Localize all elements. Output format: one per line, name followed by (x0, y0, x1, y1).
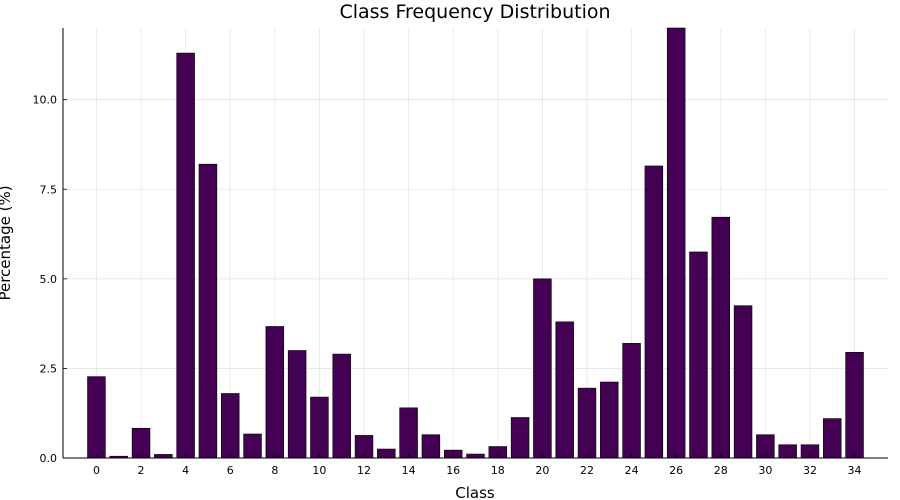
bar-class-9 (287, 350, 307, 459)
bar-class-29 (733, 305, 753, 459)
x-tick-label: 20 (535, 464, 549, 477)
bar-class-7 (243, 433, 262, 459)
bar-class-4 (176, 52, 195, 459)
y-axis-title: Percentage (%) (0, 185, 14, 300)
chart-title: Class Frequency Distribution (339, 1, 610, 23)
bar-class-14 (399, 407, 418, 459)
bar-class-31 (778, 444, 797, 459)
x-tick-label: 18 (491, 464, 505, 477)
ticks: 0 2 4 6 8 10 12 14 16 18 20 22 24 26 28 30 32 340.02.55.0… (33, 94, 862, 477)
bar-class-2 (131, 427, 151, 459)
x-tick-label: 8 (271, 464, 278, 477)
x-tick-label: 14 (402, 464, 416, 477)
y-tick-label: 2.5 (40, 362, 58, 375)
y-tick-label: 7.5 (40, 183, 58, 196)
x-tick-label: 16 (446, 464, 460, 477)
bar-class-28 (711, 216, 730, 459)
bar-class-21 (555, 321, 574, 459)
x-tick-label: 24 (625, 464, 639, 477)
x-tick-label: 0 (93, 464, 100, 477)
bar-class-33 (823, 418, 842, 459)
bar-class-19 (510, 417, 530, 459)
x-tick-label: 6 (227, 464, 234, 477)
bar-class-23 (600, 381, 619, 459)
y-tick-label: 10.0 (33, 94, 58, 107)
bar-class-13 (377, 448, 396, 459)
bars (87, 27, 864, 459)
bar-class-26 (666, 27, 686, 459)
x-tick-label: 22 (580, 464, 594, 477)
bar-class-20 (533, 278, 552, 459)
bar-class-27 (689, 251, 708, 459)
x-tick-label: 4 (182, 464, 189, 477)
x-tick-label: 26 (669, 464, 683, 477)
y-tick-label: 0.0 (40, 452, 58, 465)
x-tick-label: 34 (848, 464, 862, 477)
bar-class-11 (332, 353, 351, 459)
bar-class-0 (87, 376, 106, 459)
bar-class-3 (154, 454, 173, 459)
y-tick-label: 5.0 (40, 273, 58, 286)
bar-class-6 (221, 393, 240, 459)
x-tick-label: 30 (758, 464, 772, 477)
bar-class-5 (198, 163, 218, 459)
bar-class-15 (421, 434, 441, 459)
x-tick-label: 2 (138, 464, 145, 477)
bar-class-25 (644, 165, 664, 459)
x-axis-title: Class (455, 484, 495, 500)
bar-class-24 (622, 343, 641, 459)
bar-class-22 (577, 387, 597, 459)
x-tick-label: 32 (803, 464, 817, 477)
x-tick-label: 12 (357, 464, 371, 477)
bar-class-34 (845, 351, 864, 459)
x-tick-label: 28 (714, 464, 728, 477)
bar-class-17 (466, 453, 485, 459)
bar-class-10 (310, 396, 329, 459)
bar-class-8 (265, 326, 285, 459)
x-tick-label: 10 (312, 464, 326, 477)
